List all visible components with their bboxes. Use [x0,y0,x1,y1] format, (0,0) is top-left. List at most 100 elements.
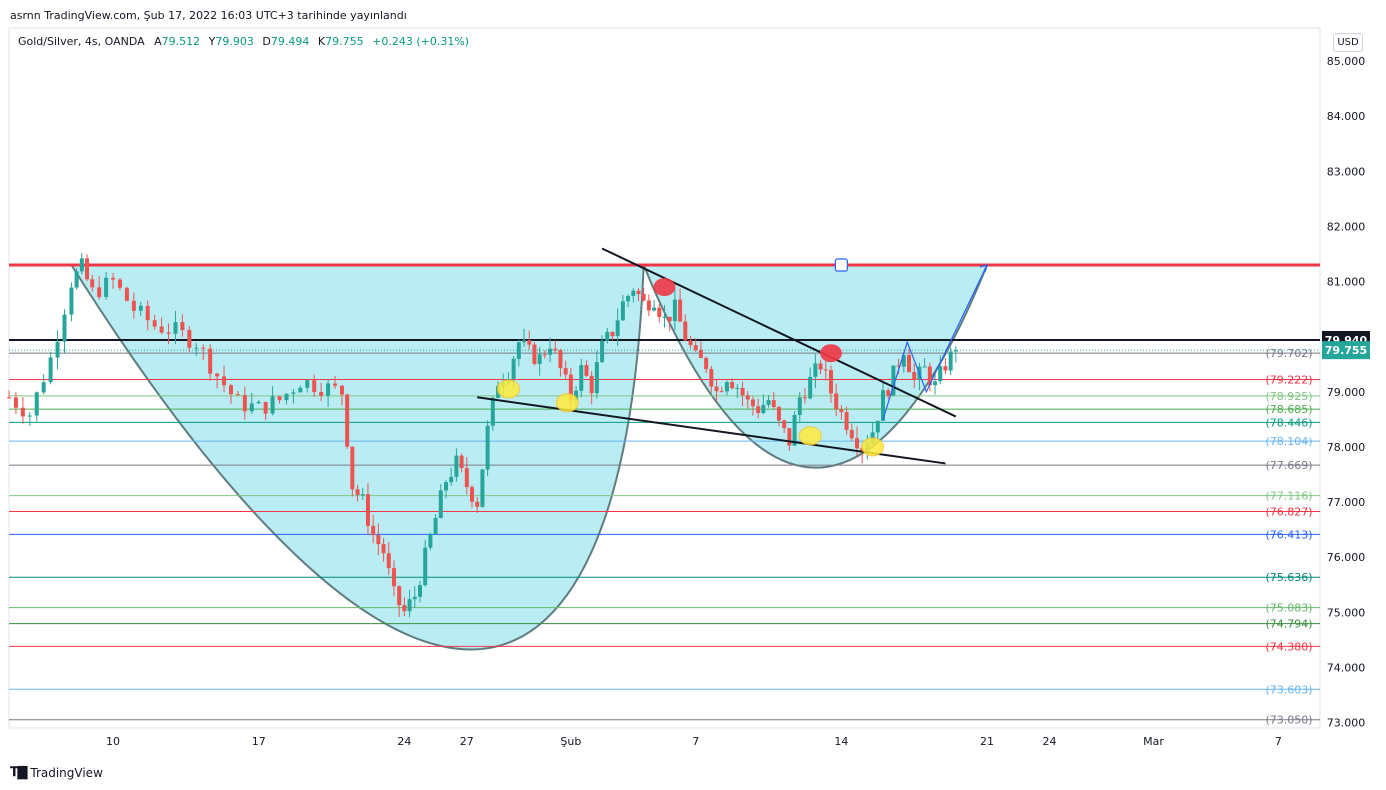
candle-body [542,354,547,356]
candle-body [438,490,443,519]
price-tick-label: 73.000 [1327,716,1366,729]
yellow-highlight-marker [798,426,822,446]
projection-path [882,264,988,420]
fib-label: (75.083) [1265,602,1312,615]
candle-body [652,307,657,311]
candle-body [339,385,344,395]
candle-body [423,547,428,586]
time-tick-label: 7 [1275,735,1282,748]
candle-body [605,331,610,341]
candle-body [376,535,381,545]
candle-body [222,376,227,386]
candle-body [412,596,417,600]
candle-body [516,342,521,359]
low-value: 79.494 [270,35,310,48]
candle-body [907,355,912,373]
currency-button[interactable]: USD [1333,33,1363,52]
candle-body [284,393,289,401]
candle-body [166,332,171,334]
candle-body [766,400,771,405]
candle-body [270,396,275,414]
tradingview-logo[interactable]: 𝐓▇ TradingView [10,765,103,780]
candle-body [215,373,220,377]
candle-body [709,369,714,387]
candle-body [636,290,641,294]
candle-body [235,394,240,396]
candle-body [522,340,527,343]
projection-arrowhead [979,264,988,273]
fib-label: (78.104) [1265,435,1312,448]
fib-label: (74.794) [1265,618,1312,631]
candle-body [626,296,631,302]
candle-body [579,365,584,391]
candle-body [104,277,109,298]
candle-body [449,476,454,483]
candle-body [730,382,735,389]
candle-body [41,382,46,393]
candle-body [417,585,422,597]
candle-body [828,370,833,394]
candle-body [444,482,448,491]
highlight-markers [496,278,885,457]
candle-body [834,393,839,410]
red-highlight-marker [653,278,676,297]
candle-body [589,375,594,394]
candle-body [912,372,917,380]
symbol-legend: Gold/Silver, 4s, OANDA A79.512 Y79.903 D… [18,35,469,48]
fib-label: (76.413) [1265,528,1312,541]
candles [7,252,958,618]
candle-body [397,586,402,606]
candle-body [312,380,317,392]
publication-note: asrnn TradingView.com, Şub 17, 2022 16:0… [10,9,407,22]
candle-body [355,489,360,495]
candle-body [938,366,943,382]
fib-label: (75.636) [1265,571,1312,584]
price-tick-label: 84.000 [1327,110,1366,123]
time-tick-label: Mar [1143,735,1164,748]
candle-body [553,348,558,351]
candle-body [584,365,589,376]
candle-body [646,300,651,311]
fib-label: (73.050) [1265,714,1312,727]
candle-body [326,383,331,396]
candle-body [69,287,74,315]
line-anchor-handle [834,258,848,272]
candle-body [662,316,667,318]
price-tick-label: 82.000 [1327,220,1366,233]
high-label: Y [208,35,216,48]
candle-body [62,314,67,342]
candle-body [568,374,573,401]
fib-label: (78.685) [1265,403,1312,416]
candle-body [228,385,233,395]
candle-body [138,305,143,311]
fib-label: (73.603) [1265,683,1312,696]
candle-body [27,415,32,417]
candle-body [563,368,568,375]
candle-body [433,518,438,535]
yellow-highlight-marker [555,393,579,413]
fib-label: (77.116) [1265,490,1312,503]
candle-body [454,455,459,477]
candle-body [797,397,802,416]
yellow-highlight-marker [861,437,885,457]
candle-body [159,326,164,333]
price-tick-label: 78.000 [1327,441,1366,454]
candle-body [470,487,475,502]
open-value: 79.512 [161,35,201,48]
candle-body [844,412,849,430]
candle-body [881,390,885,421]
big-cup-shape [69,264,645,651]
candle-body [688,340,693,346]
candle-body [943,366,948,371]
close-value: 79.755 [325,35,364,48]
candle-body [901,355,906,367]
price-tick-label: 77.000 [1327,496,1366,509]
candle-body [683,321,688,341]
candle-body [740,387,745,396]
symbol-name: Gold/Silver, 4s, OANDA [18,35,145,48]
tradingview-logo-icon: 𝐓▇ [10,765,27,780]
candle-body [173,322,178,334]
candle-body [48,357,53,383]
time-axis: 10 17 24 27 Şub 7 14 21 24 Mar 7 [106,735,1282,748]
